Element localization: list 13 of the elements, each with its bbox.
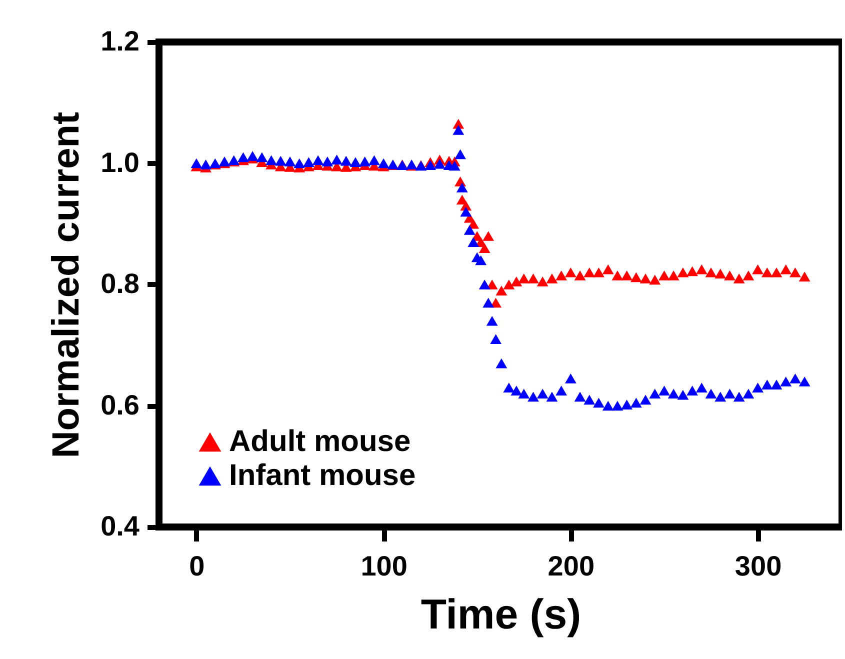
y-tick-label: 0.8 <box>100 268 140 299</box>
legend-label: Infant mouse <box>229 459 416 492</box>
y-axis-title: Normalized current <box>46 112 88 458</box>
x-tick-label: 200 <box>548 550 595 582</box>
y-tick-label: 1.0 <box>100 146 140 178</box>
y-tick-label: 1.2 <box>100 26 140 56</box>
y-tick-label: 0.6 <box>100 389 140 420</box>
x-tick-label: 300 <box>734 550 782 582</box>
legend-label: Adult mouse <box>229 425 411 458</box>
x-axis-title: Time (s) <box>420 590 582 638</box>
x-tick-label: 0 <box>189 550 205 582</box>
y-tick-label: 0.4 <box>100 510 140 542</box>
x-tick-label: 100 <box>360 550 408 582</box>
